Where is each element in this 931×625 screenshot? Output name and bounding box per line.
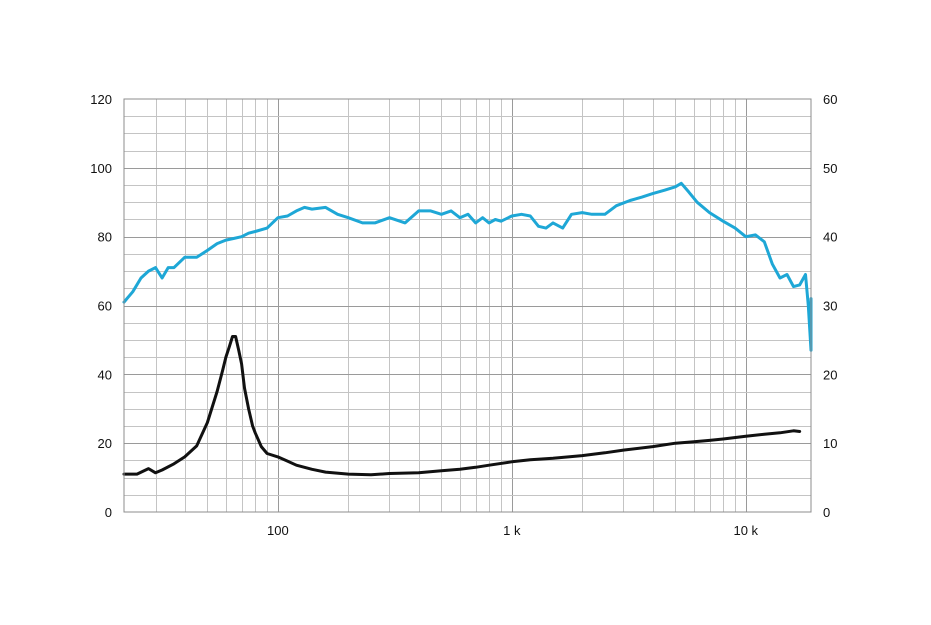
plot-frame xyxy=(123,98,812,513)
grid xyxy=(124,99,811,512)
impedance-curve xyxy=(122,335,802,477)
x-axis-tick-label: 10 k xyxy=(733,523,758,538)
right-axis-tick-label: 30 xyxy=(823,299,837,314)
x-axis-tick-label: 100 xyxy=(267,523,289,538)
left-axis-tick-label: 120 xyxy=(90,92,112,107)
right-axis-tick-label: 0 xyxy=(823,505,830,520)
curves xyxy=(122,181,813,477)
left-axis-tick-label: 20 xyxy=(98,436,112,451)
right-axis-tick-label: 10 xyxy=(823,436,837,451)
spl-curve xyxy=(122,181,813,352)
left-axis-tick-label: 40 xyxy=(98,367,112,382)
left-axis-tick-label: 60 xyxy=(98,299,112,314)
right-axis-tick-label: 50 xyxy=(823,161,837,176)
right-axis-tick-label: 40 xyxy=(823,230,837,245)
left-axis-tick-label: 100 xyxy=(90,161,112,176)
right-axis-tick-label: 60 xyxy=(823,92,837,107)
left-axis-tick-label: 0 xyxy=(105,505,112,520)
right-axis-tick-label: 20 xyxy=(823,367,837,382)
left-axis-tick-label: 80 xyxy=(98,230,112,245)
x-axis-tick-label: 1 k xyxy=(503,523,521,538)
tick-labels: 0 20 40 60 80 100 120 0 10 20 30 40 50 60 100 1 k 10 k xyxy=(90,92,837,538)
